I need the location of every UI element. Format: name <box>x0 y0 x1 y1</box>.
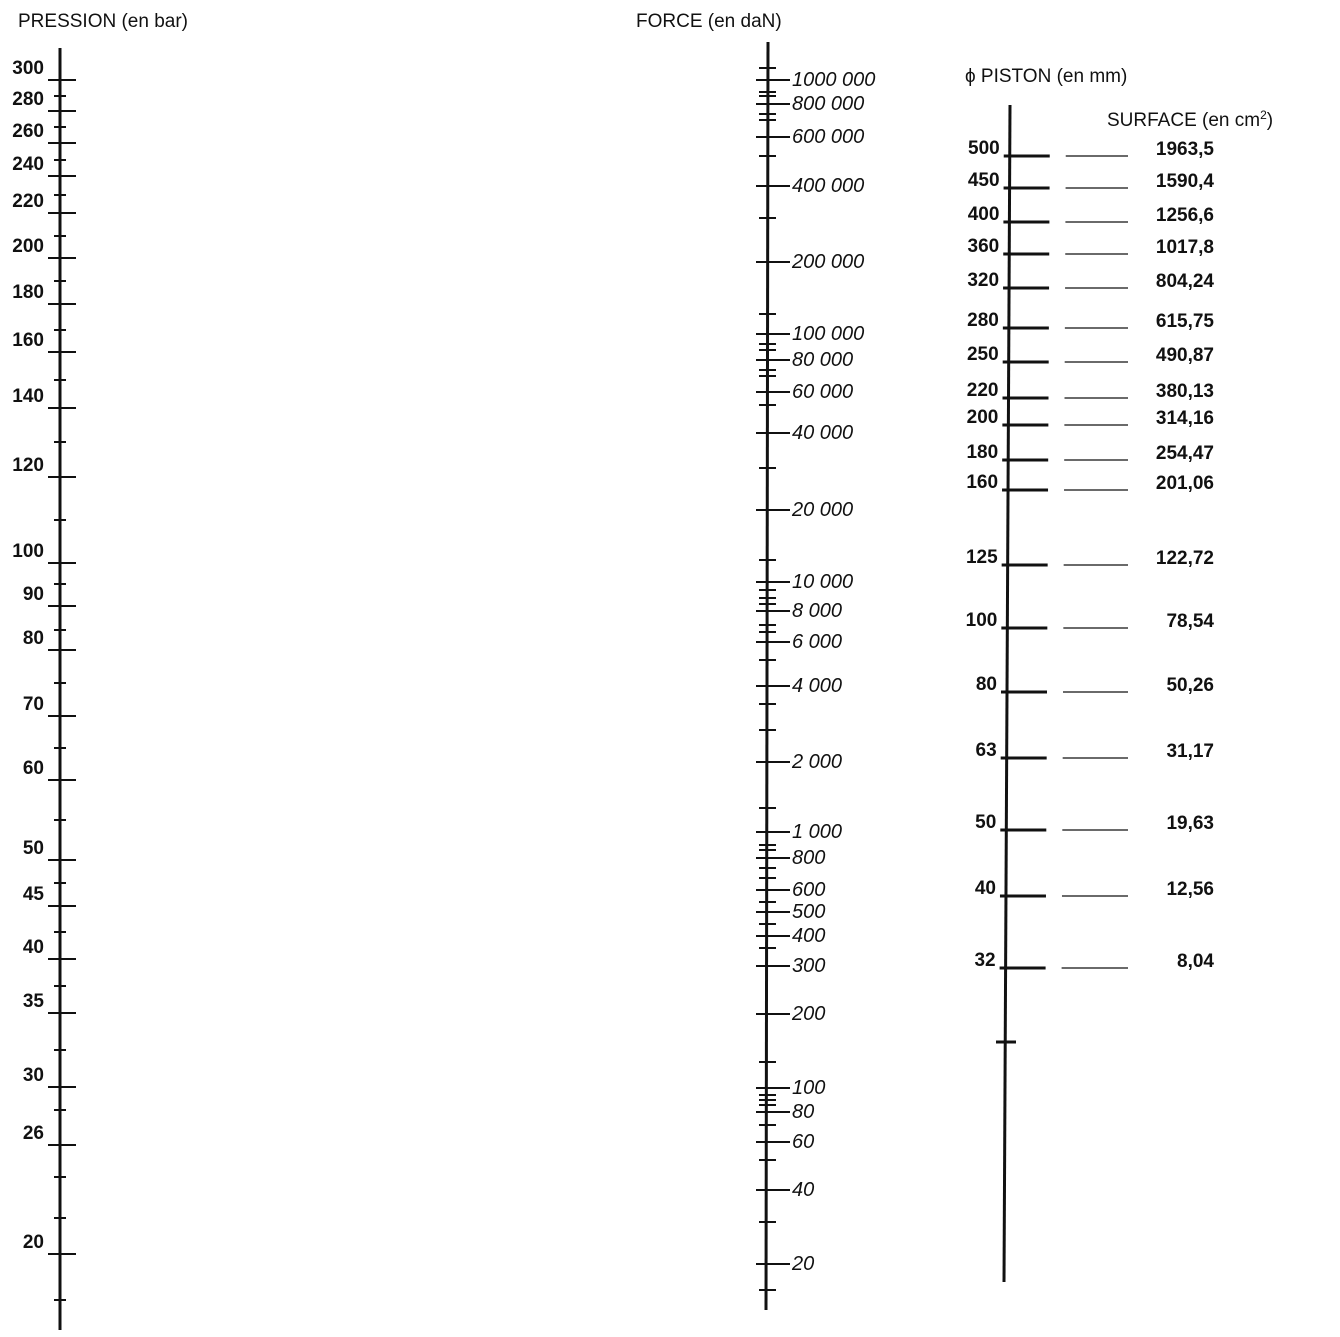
pression-label: 50 <box>23 838 44 859</box>
pression-scale: 300 280 260 240 220 200 180 160 140 120 100 90 80 70 6… <box>12 58 76 1301</box>
force-label: 600 <box>792 879 825 901</box>
pression-label: 40 <box>23 937 44 958</box>
force-label: 200 000 <box>791 251 864 273</box>
pression-label: 140 <box>12 386 44 407</box>
surface-label: 490,87 <box>1156 345 1214 366</box>
surface-label: 1256,6 <box>1156 205 1214 226</box>
piston-diameter-label: 450 <box>968 170 1000 191</box>
piston-diameter-label: 500 <box>968 138 1000 159</box>
pression-label: 30 <box>23 1065 44 1086</box>
surface-title: SURFACE (en cm2) <box>1107 108 1273 131</box>
surface-label: 1017,8 <box>1156 237 1214 258</box>
force-label: 2 000 <box>791 751 842 773</box>
pression-label: 300 <box>12 58 44 79</box>
force-label: 200 <box>791 1003 825 1025</box>
piston-diameter-label: 32 <box>974 950 995 971</box>
pression-label: 45 <box>23 884 45 905</box>
force-label: 10 000 <box>792 571 853 593</box>
piston-diameter-label: 360 <box>968 236 1000 257</box>
surface-label: 201,06 <box>1156 473 1214 494</box>
pression-label: 35 <box>23 991 45 1012</box>
surface-label: 314,16 <box>1156 408 1214 429</box>
piston-scale: 500 1963,5 450 1590,4 400 1256,6 360 1017,8 320 8… <box>966 138 1215 1044</box>
pression-label: 26 <box>23 1123 44 1144</box>
piston-diameter-label: 280 <box>967 310 999 331</box>
surface-label: 122,72 <box>1156 548 1214 569</box>
piston-diameter-label: 320 <box>967 270 999 291</box>
force-label: 60 000 <box>792 381 853 403</box>
force-label: 4 000 <box>792 675 842 697</box>
pression-label: 60 <box>23 758 44 779</box>
pression-label: 90 <box>23 584 44 605</box>
surface-label: 1590,4 <box>1156 171 1215 192</box>
piston-diameter-label: 200 <box>967 407 999 428</box>
surface-label: 78,54 <box>1166 611 1214 632</box>
piston-diameter-label: 250 <box>967 344 999 365</box>
piston-diameter-label: 180 <box>966 442 998 463</box>
piston-diameter-label: 220 <box>967 380 999 401</box>
piston-diameter-label: 40 <box>975 878 996 899</box>
surface-label: 31,17 <box>1166 741 1214 762</box>
pression-label: 20 <box>23 1232 44 1253</box>
pression-label: 200 <box>12 236 44 257</box>
surface-label: 804,24 <box>1156 271 1215 292</box>
pression-label: 180 <box>12 282 44 303</box>
pression-label: 80 <box>23 628 44 649</box>
force-label: 600 000 <box>792 126 864 148</box>
surface-label: 254,47 <box>1156 443 1214 464</box>
pression-title: PRESSION (en bar) <box>18 11 188 32</box>
force-label: 400 000 <box>792 175 864 197</box>
force-axis <box>764 41 770 1311</box>
force-label: 80 <box>792 1101 814 1123</box>
force-label: 400 <box>792 925 825 947</box>
force-label: 1000 000 <box>792 69 875 91</box>
pression-label: 260 <box>12 121 44 142</box>
force-label: 100 <box>792 1077 825 1099</box>
force-label: 60 <box>792 1131 814 1153</box>
force-label: 80 000 <box>792 349 853 371</box>
piston-diameter-label: 80 <box>976 674 997 695</box>
force-title: FORCE (en daN) <box>636 11 782 32</box>
surface-label: 12,56 <box>1166 879 1214 900</box>
pression-label: 70 <box>23 694 44 715</box>
force-label: 300 <box>792 955 825 977</box>
pression-label: 240 <box>12 154 44 175</box>
surface-label: 19,63 <box>1166 813 1214 834</box>
force-label: 40 000 <box>792 422 853 444</box>
force-label: 8 000 <box>792 600 842 622</box>
piston-diameter-label: 50 <box>975 812 996 833</box>
piston-diameter-label: 100 <box>966 610 998 631</box>
piston-diameter-label: 125 <box>966 547 998 568</box>
piston-title: ϕ PISTON (en mm) <box>965 66 1127 87</box>
force-label: 1 000 <box>792 821 842 843</box>
pression-label: 280 <box>12 89 44 110</box>
force-label: 40 <box>792 1179 814 1201</box>
force-label: 6 000 <box>792 631 842 653</box>
piston-diameter-label: 160 <box>966 472 998 493</box>
pression-label: 100 <box>12 541 44 562</box>
surface-label: 8,04 <box>1177 951 1214 972</box>
pression-label: 160 <box>12 330 44 351</box>
surface-label: 615,75 <box>1156 311 1215 332</box>
pression-label: 120 <box>12 455 44 476</box>
pression-label: 220 <box>12 191 44 212</box>
force-label: 20 <box>791 1253 814 1275</box>
piston-diameter-label: 63 <box>976 740 997 761</box>
surface-label: 380,13 <box>1156 381 1214 402</box>
force-label: 800 000 <box>792 93 864 115</box>
force-label: 500 <box>792 901 825 923</box>
surface-label: 50,26 <box>1166 675 1214 696</box>
surface-label: 1963,5 <box>1156 139 1215 160</box>
force-label: 100 000 <box>792 323 864 345</box>
force-label: 800 <box>792 847 825 869</box>
piston-diameter-label: 400 <box>968 204 1000 225</box>
force-label: 20 000 <box>791 499 853 521</box>
